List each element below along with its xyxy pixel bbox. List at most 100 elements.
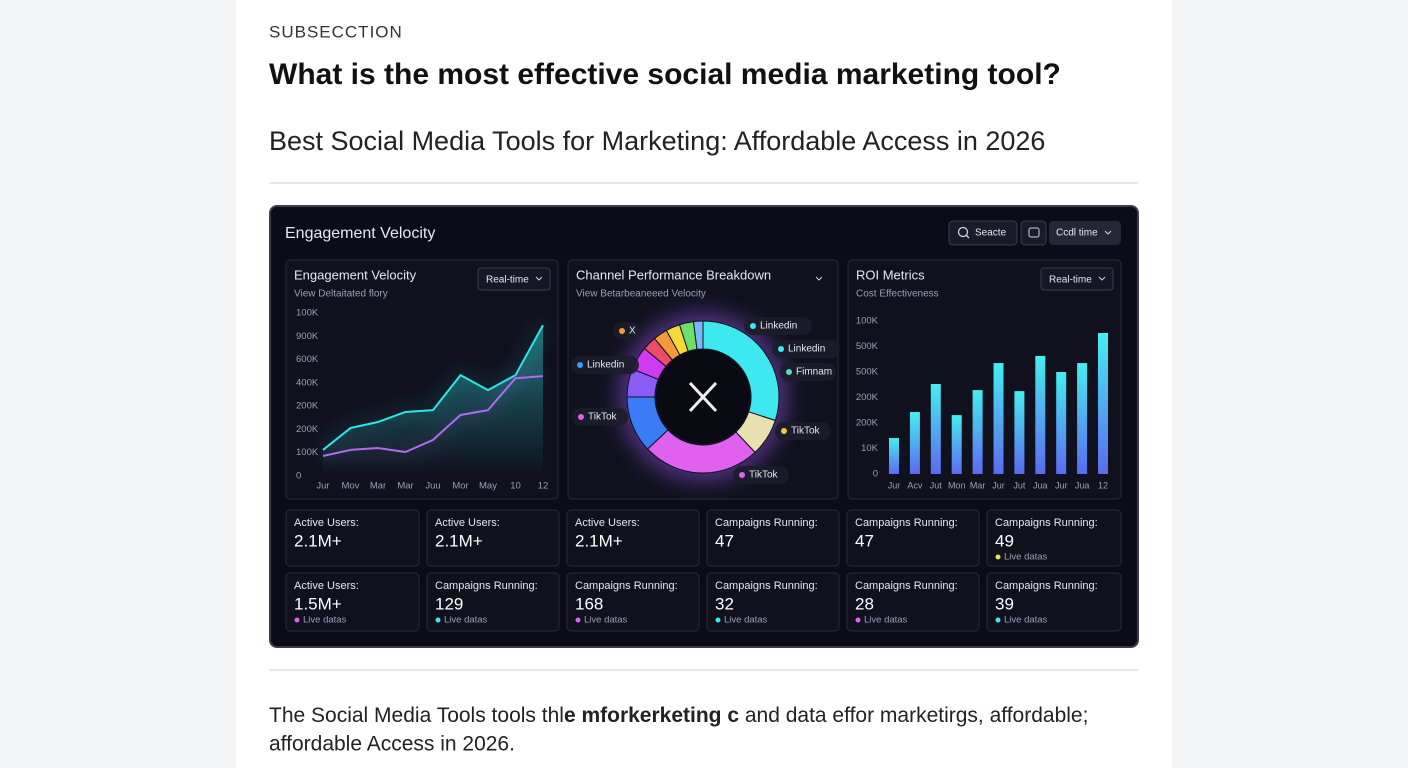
live-note: Live datas xyxy=(303,615,347,626)
page-title: What is the most effective social media … xyxy=(269,58,1061,91)
y-tick-label: 100K xyxy=(296,308,319,319)
kpi-value: 47 xyxy=(715,531,734,550)
chevron xyxy=(1104,230,1112,235)
kpi-label: Campaigns Running: xyxy=(575,580,678,592)
callout-dot xyxy=(577,362,583,368)
kpi-value: 32 xyxy=(715,594,734,613)
live-note: Live datas xyxy=(584,615,628,626)
y-tick-label: 200K xyxy=(856,418,879,429)
callout-label: Linkedin xyxy=(587,360,624,371)
kpi-label: Campaigns Running: xyxy=(855,517,958,529)
y-tick-label: 200K xyxy=(856,392,879,403)
chevron xyxy=(535,276,543,281)
kpi-label: Active Users: xyxy=(294,580,359,592)
paragraph: The Social Media Tools tools thle mforke… xyxy=(269,704,1088,727)
dropdown[interactable] xyxy=(477,267,551,291)
dropdown-text: Real-time xyxy=(1049,275,1092,286)
mode-text: Ccdl time xyxy=(1056,228,1098,239)
x-tick-label: May xyxy=(479,481,497,492)
callout-dot xyxy=(739,472,745,478)
kpi-label: Campaigns Running: xyxy=(855,580,958,592)
callout xyxy=(571,356,639,374)
bar xyxy=(1056,372,1067,474)
donut-segment xyxy=(692,320,704,350)
kpi-value: 2.1M+ xyxy=(435,531,483,550)
live-note: Live datas xyxy=(724,615,768,626)
callout xyxy=(572,408,628,426)
x-tick-label: Mon xyxy=(948,480,966,490)
panel-subtitle: View Deltaitated flory xyxy=(294,289,388,300)
kpi-label: Campaigns Running: xyxy=(715,580,818,592)
kpi-card xyxy=(566,509,700,567)
area xyxy=(323,325,543,476)
panel-title: Channel Performance Breakdown xyxy=(576,267,771,282)
kpi-value: 49 xyxy=(995,531,1014,550)
callout-label: Linkedin xyxy=(760,321,797,332)
panel-subtitle: Cost Effectiveness xyxy=(856,289,939,300)
panel-title: Engagement Velocity xyxy=(294,267,417,282)
icon xyxy=(1028,227,1040,238)
live-dot xyxy=(995,617,1001,623)
bar xyxy=(889,438,899,474)
kpi-label: Active Users: xyxy=(575,517,640,529)
kpi-card xyxy=(426,509,560,567)
search-box[interactable] xyxy=(948,220,1018,246)
live-dot xyxy=(575,617,581,623)
kpi-label: Campaigns Running: xyxy=(995,580,1098,592)
y-tick-label: 200K xyxy=(296,401,319,412)
x-tick-label: Jur xyxy=(888,480,901,490)
mode-dropdown[interactable] xyxy=(1049,221,1121,245)
x-tick-label: Jua xyxy=(1033,480,1048,490)
bar xyxy=(951,415,962,474)
live-note: Live datas xyxy=(1004,615,1048,626)
line xyxy=(322,324,544,451)
kpi-card xyxy=(986,572,1122,632)
callout-dot xyxy=(750,323,756,329)
kpi-card xyxy=(285,509,420,567)
search-icon xyxy=(957,226,969,238)
kpi-card xyxy=(285,572,420,632)
bar xyxy=(1035,355,1046,474)
paragraph-text: The Social Media Tools tools thl xyxy=(269,704,564,727)
kpi-card xyxy=(706,509,840,567)
kpi-card xyxy=(706,572,840,632)
callout-dot xyxy=(781,428,787,434)
callout-label: X xyxy=(629,326,636,337)
panel-title: ROI Metrics xyxy=(856,267,925,282)
dropdown-text: Real-time xyxy=(486,275,529,286)
y-tick-label: 0 xyxy=(873,469,878,480)
bar xyxy=(993,363,1004,474)
x-tick-label: Mor xyxy=(452,481,468,492)
live-dot xyxy=(715,617,721,623)
callout xyxy=(775,422,831,440)
paragraph-text: and data effor marketirgs, affordable; xyxy=(739,704,1088,727)
line xyxy=(322,375,544,457)
page-subtitle: Best Social Media Tools for Marketing: A… xyxy=(269,126,1045,156)
x-tick-label: Mov xyxy=(342,481,360,492)
live-note: Live datas xyxy=(864,615,908,626)
y-tick-label: 500K xyxy=(856,367,879,378)
live-dot xyxy=(855,617,861,623)
dropdown[interactable] xyxy=(1040,267,1114,291)
panel-subtitle: View Betarbeaneeed Velocity xyxy=(576,289,706,300)
paragraph: affordable Access in 2026. xyxy=(269,733,515,756)
search-text: Seacte xyxy=(975,228,1007,239)
y-tick-label: 900K xyxy=(296,331,319,342)
x-tick-label: Mar xyxy=(397,481,413,492)
kpi-card xyxy=(426,572,560,632)
callout xyxy=(772,340,840,358)
eyebrow: SUBSECCTION xyxy=(269,22,403,41)
y-tick-label: 400K xyxy=(296,377,319,388)
x-tick-label: 12 xyxy=(1098,480,1108,490)
live-dot xyxy=(435,617,441,623)
bar xyxy=(1098,332,1108,474)
kpi-value: 47 xyxy=(855,531,874,550)
x-tick-label: Jur xyxy=(316,481,329,492)
callout-label: TikTok xyxy=(749,470,779,481)
x-tick-label: Mar xyxy=(970,480,986,490)
icon-button[interactable] xyxy=(1020,220,1047,246)
kpi-label: Campaigns Running: xyxy=(995,517,1098,529)
bar xyxy=(1077,363,1088,474)
